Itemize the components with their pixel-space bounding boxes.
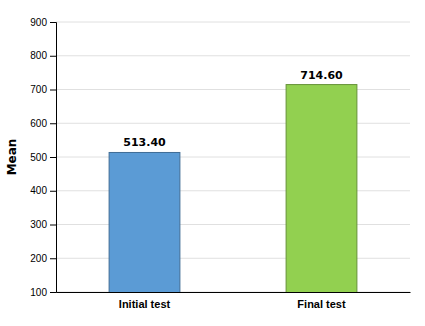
x-tick: Final test xyxy=(297,292,346,310)
y-tick-label: 500 xyxy=(30,152,47,163)
y-axis: 100 200 300 400 500 600 700 800 900 xyxy=(30,17,56,298)
y-tick: 300 xyxy=(30,219,56,230)
y-tick-mark xyxy=(50,22,56,23)
y-tick-mark xyxy=(50,225,56,226)
x-tick: Initial test xyxy=(119,292,171,310)
y-tick: 800 xyxy=(30,50,56,61)
y-tick-mark xyxy=(50,123,56,124)
grid-line xyxy=(56,22,410,23)
y-axis-title: Mean xyxy=(5,139,19,176)
y-tick-label: 600 xyxy=(30,118,47,129)
y-tick: 400 xyxy=(30,185,56,196)
y-tick-mark xyxy=(50,292,56,293)
y-tick: 600 xyxy=(30,118,56,129)
bars xyxy=(109,85,357,292)
data-label: 513.40 xyxy=(123,136,166,149)
grid-line xyxy=(56,55,410,56)
y-tick-label: 900 xyxy=(30,17,47,28)
y-axis-line xyxy=(50,23,57,293)
x-axis: Initial test Final test xyxy=(57,292,411,310)
data-label: 714.60 xyxy=(300,69,343,82)
y-tick: 200 xyxy=(30,253,56,264)
bar xyxy=(109,152,180,292)
y-tick-mark xyxy=(50,191,56,192)
y-tick-label: 800 xyxy=(30,50,47,61)
plot: 100 200 300 400 500 600 700 800 900 Initial test F… xyxy=(30,17,410,326)
y-tick-label: 200 xyxy=(30,253,47,264)
chart: 100 200 300 400 500 600 700 800 900 Initial test F… xyxy=(0,0,425,326)
x-tick-label: Final test xyxy=(297,298,346,310)
x-tick-label: Initial test xyxy=(119,298,171,310)
y-tick-label: 100 xyxy=(30,287,47,298)
y-tick-mark xyxy=(50,258,56,259)
y-tick-mark xyxy=(50,157,56,158)
bar xyxy=(286,85,357,292)
y-tick: 100 xyxy=(30,287,56,298)
y-tick-label: 700 xyxy=(30,84,47,95)
data-labels: 513.40 714.60 xyxy=(123,69,343,150)
y-tick: 500 xyxy=(30,152,56,163)
x-axis-line xyxy=(57,292,411,293)
y-tick-mark xyxy=(50,56,56,57)
y-tick: 900 xyxy=(30,17,56,28)
y-tick-mark xyxy=(50,90,56,91)
y-tick: 700 xyxy=(30,84,56,95)
y-tick-label: 300 xyxy=(30,219,47,230)
y-tick-label: 400 xyxy=(30,185,47,196)
